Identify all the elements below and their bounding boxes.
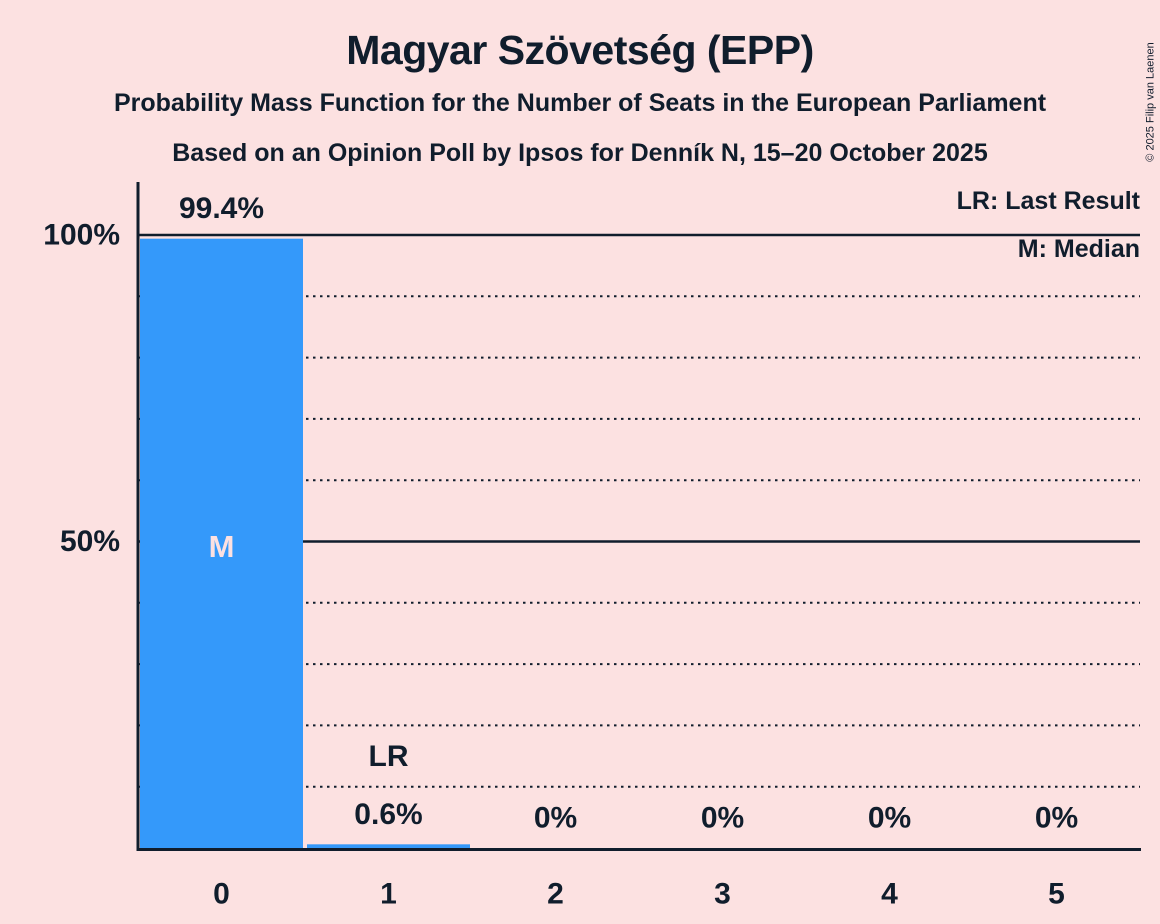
x-axis-label-5: 5 (1048, 878, 1065, 911)
bar-value-label-2: 0% (534, 802, 577, 835)
bar-value-label-4: 0% (868, 802, 911, 835)
page-title: Magyar Szövetség (EPP) (346, 27, 814, 73)
bar-value-label-5: 0% (1035, 802, 1078, 835)
last-result-marker: LR (369, 740, 409, 773)
x-axis-label-4: 4 (881, 878, 898, 911)
x-axis-label-2: 2 (547, 878, 564, 911)
bar-1 (307, 844, 470, 848)
bar-0 (140, 238, 303, 849)
bar-value-label-3: 0% (701, 802, 744, 835)
bar-value-label-1: 0.6% (354, 798, 422, 831)
legend-last-result: LR: Last Result (956, 187, 1140, 215)
y-axis-label-50: 50% (60, 525, 120, 558)
chart-subtitle-line1: Probability Mass Function for the Number… (113, 89, 1047, 117)
x-axis-label-0: 0 (213, 878, 230, 911)
chart-subtitle-line2: Based on an Opinion Poll by Ipsos for De… (172, 139, 988, 167)
median-marker: M (209, 529, 235, 564)
x-axis-label-3: 3 (714, 878, 731, 911)
legend-median: M: Median (1017, 235, 1140, 263)
y-axis-label-100: 100% (43, 219, 120, 252)
bar-value-label-0: 99.4% (179, 192, 264, 225)
x-axis-label-1: 1 (380, 878, 397, 911)
